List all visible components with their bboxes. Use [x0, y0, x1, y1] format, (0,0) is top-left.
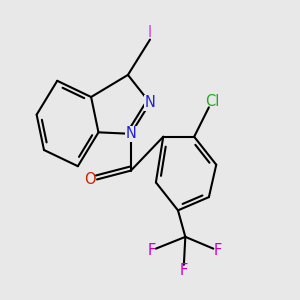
Text: F: F [180, 263, 188, 278]
Text: F: F [147, 243, 156, 258]
Text: Cl: Cl [205, 94, 219, 109]
Text: F: F [214, 243, 222, 258]
Text: I: I [148, 25, 152, 40]
Text: N: N [145, 95, 155, 110]
Text: N: N [125, 126, 136, 141]
Text: O: O [84, 172, 95, 187]
